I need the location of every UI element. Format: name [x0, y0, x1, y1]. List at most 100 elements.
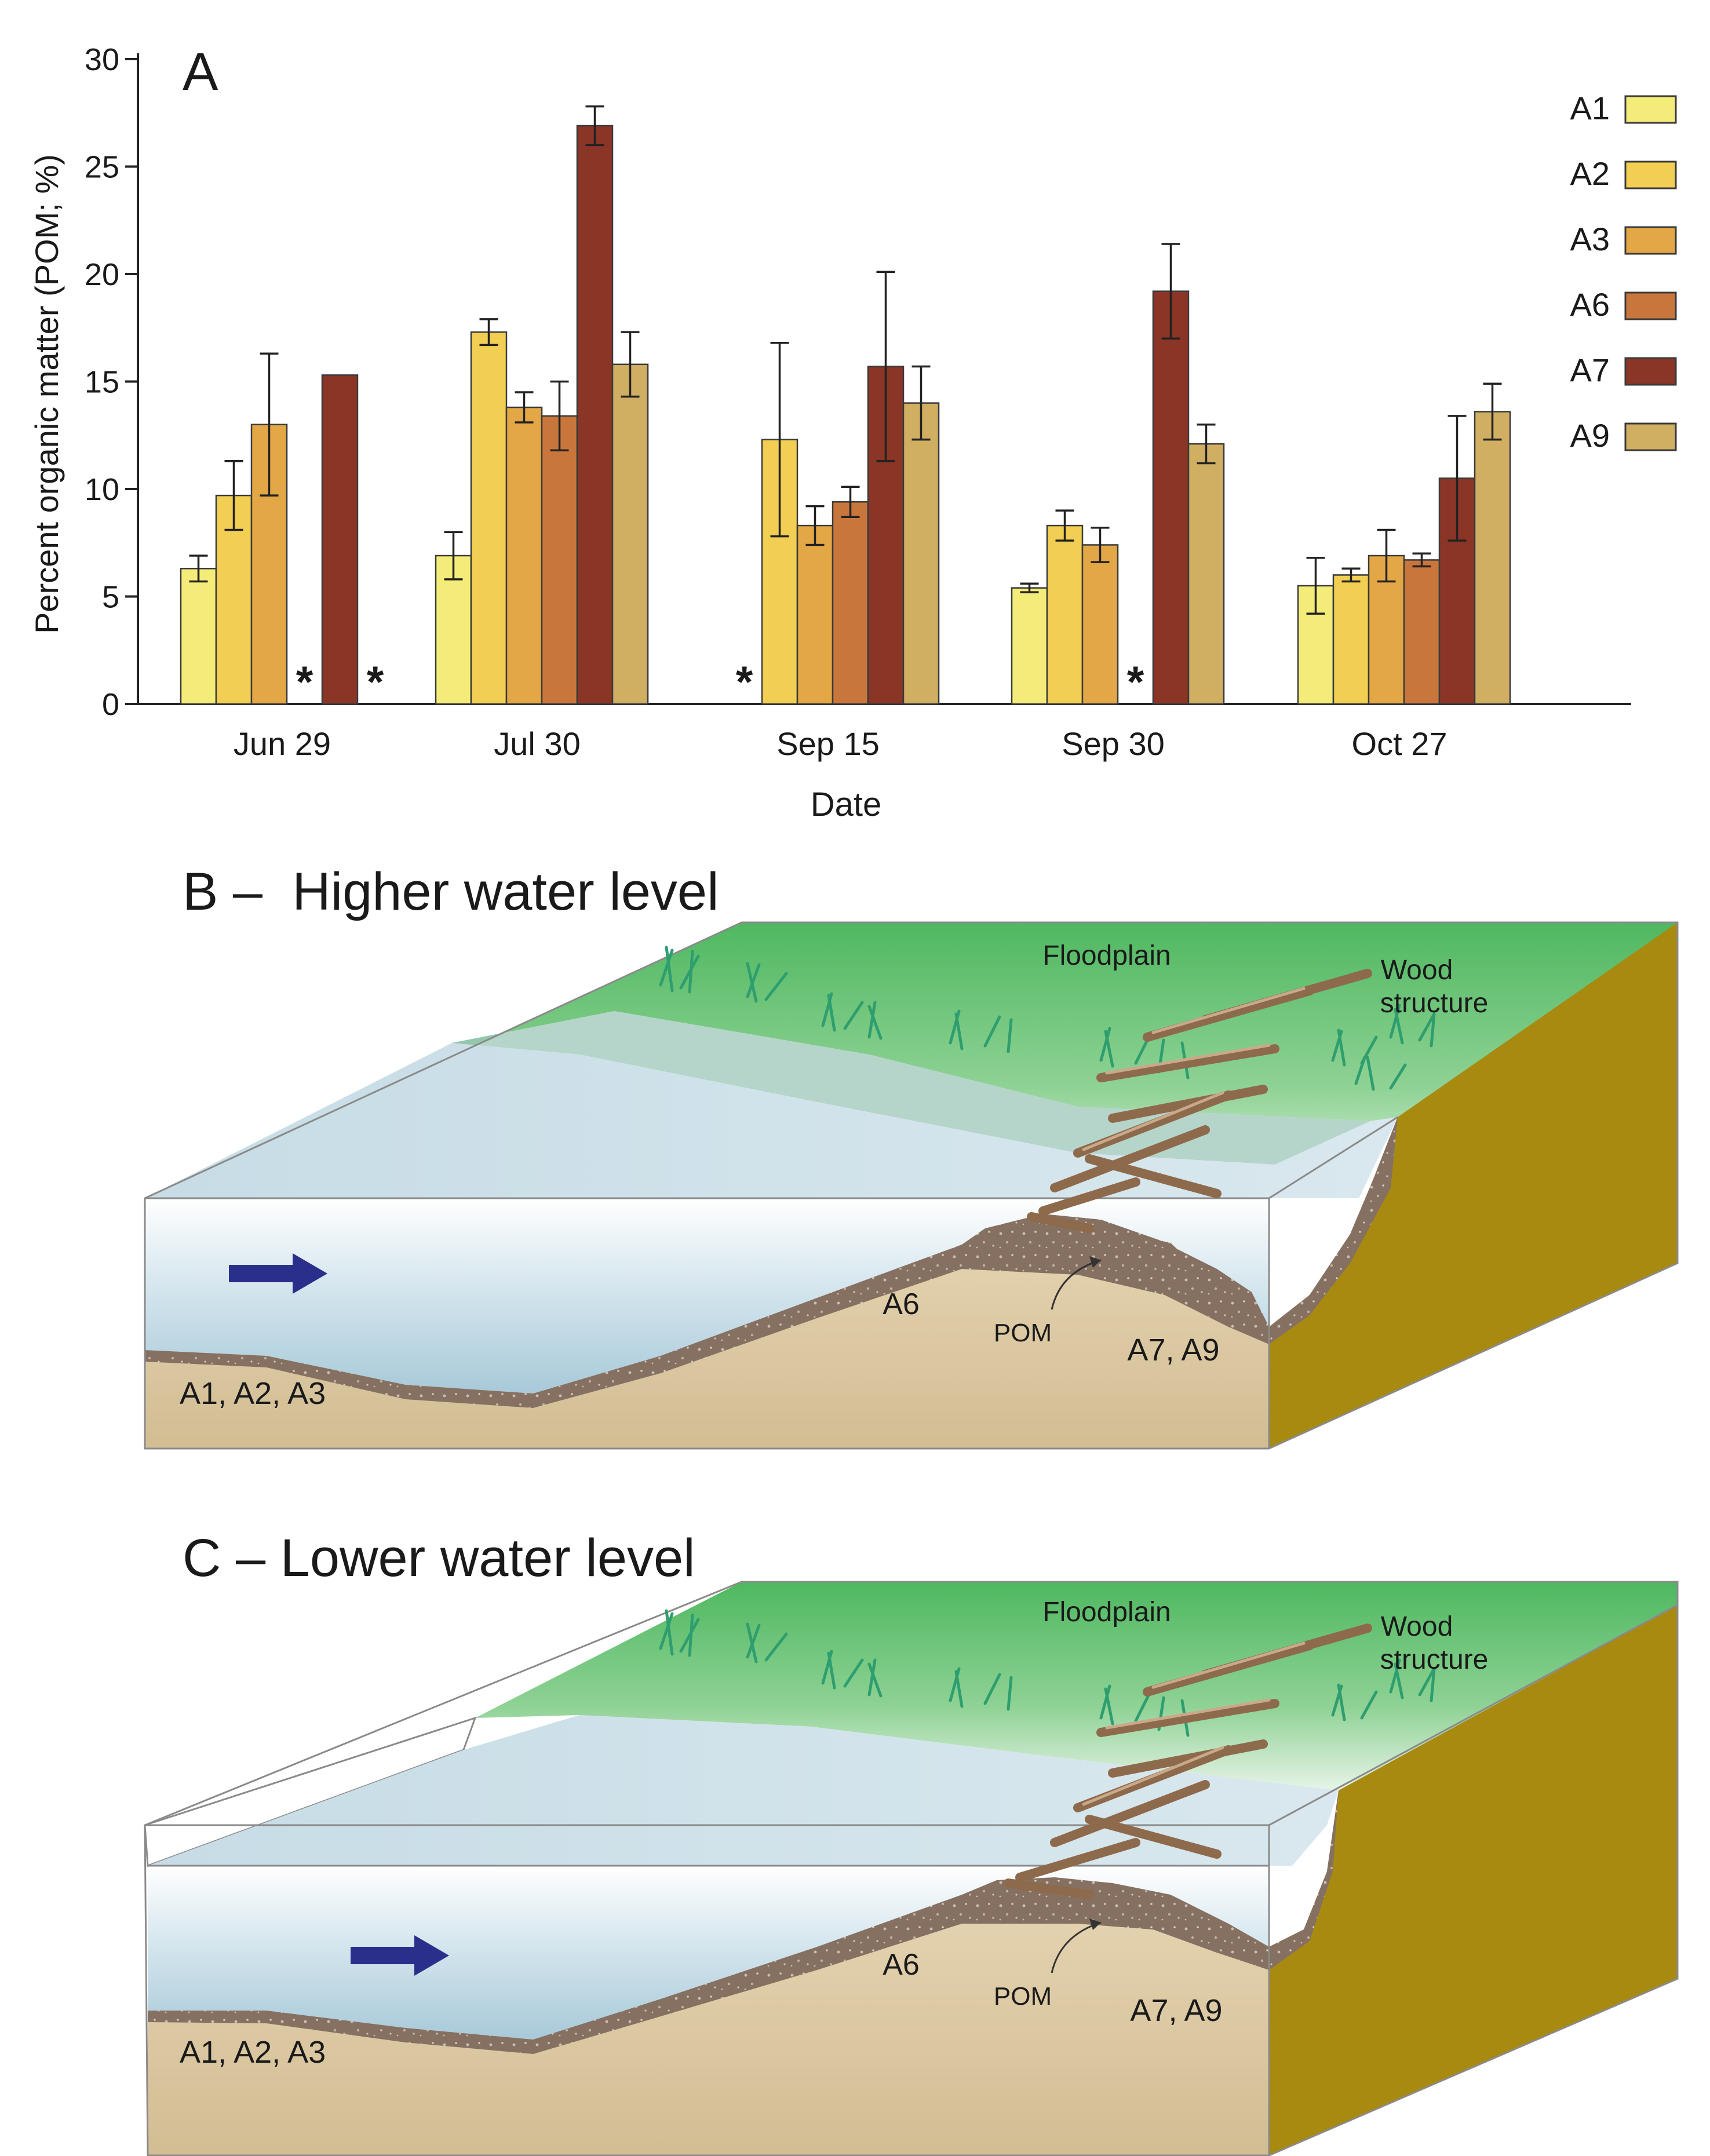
- y-tick-label: 15: [85, 365, 119, 400]
- x-tick-label: Sep 30: [1062, 725, 1165, 762]
- bar-a3: [505, 406, 543, 705]
- error-bar: [1483, 382, 1502, 441]
- bar-a1: [180, 568, 217, 705]
- error-bar: [911, 365, 931, 441]
- y-axis: 0 5 10 15 20 25 30: [85, 42, 139, 722]
- bar-a2: [470, 331, 508, 705]
- error-bar: [585, 105, 604, 147]
- y-tick-label: 5: [102, 580, 119, 615]
- water-surface: [148, 1715, 1339, 1866]
- error-bar: [1055, 509, 1074, 542]
- legend-label: A2: [1570, 155, 1610, 192]
- x-tick-label: Sep 15: [776, 725, 880, 762]
- bar-a7: [321, 374, 359, 705]
- bar-a3: [796, 524, 834, 705]
- x-tick-label: Oct 27: [1352, 725, 1448, 762]
- bar-a6: [832, 501, 869, 705]
- label-a1-a3: A1, A2, A3: [180, 1376, 326, 1411]
- chart-legend: A1 A2 A3 A6 A7 A9: [1570, 90, 1677, 454]
- error-bar: [224, 460, 243, 531]
- bar-a3: [1081, 544, 1119, 705]
- error-bar: [479, 318, 498, 346]
- bar-a9: [1474, 411, 1511, 705]
- wood-structure-highlights: [1082, 1641, 1306, 1806]
- x-axis: Jun 29 Jul 30 Sep 15 Sep 30 Oct 27: [138, 703, 1631, 762]
- bar-a9: [611, 363, 649, 705]
- label-wood-structure-1: Wood: [1381, 955, 1453, 986]
- error-bar: [1091, 527, 1110, 563]
- label-floodplain: Floodplain: [1042, 1597, 1171, 1628]
- legend-swatch-a6: [1624, 291, 1677, 320]
- y-axis-label: Percent organic matter (POM; %): [28, 154, 65, 634]
- bank-slope: [1269, 1117, 1398, 1344]
- error-bar: [621, 331, 640, 398]
- pom-mound: [962, 1877, 1269, 1953]
- panel-a-chart: A 0 5 10 15 20 25 30 Jun 29 Jul 30 Sep 15 Sep 30 O…: [28, 42, 1677, 823]
- error-bar: [876, 271, 895, 462]
- error-bar: [1161, 243, 1180, 340]
- label-wood-structure-2: structure: [1380, 988, 1489, 1019]
- bars: * * * *: [180, 105, 1511, 707]
- panel-b-diagram: B – Higher water level: [144, 862, 1679, 1450]
- error-bar: [805, 505, 825, 546]
- bar-a9: [1187, 443, 1225, 705]
- error-bar: [189, 554, 208, 583]
- bar-a2: [1046, 524, 1084, 705]
- bank-slope: [1269, 1790, 1339, 1970]
- flow-arrow: [351, 1935, 449, 1976]
- bar-a2: [1332, 574, 1370, 705]
- legend-label: A3: [1570, 221, 1610, 257]
- legend-swatch-a7: [1624, 357, 1677, 386]
- legend-label: A7: [1570, 352, 1610, 388]
- label-a7-a9: A7, A9: [1130, 1993, 1222, 2028]
- x-axis-label: Date: [811, 786, 882, 823]
- error-bar: [550, 380, 569, 451]
- error-bar: [1341, 567, 1361, 583]
- label-pom: POM: [994, 1982, 1052, 2011]
- label-pom: POM: [994, 1319, 1052, 1347]
- grass-tufts: [659, 1609, 1436, 1737]
- bar-a6: [541, 415, 578, 705]
- floodplain-surface: [475, 1582, 1678, 1790]
- error-bar: [770, 341, 789, 538]
- water-section: [145, 1198, 1269, 1393]
- label-a7-a9: A7, A9: [1127, 1333, 1219, 1367]
- water-section: [148, 1866, 1269, 2040]
- panel-c-diagram: C – Lower water level: [144, 1528, 1679, 2156]
- legend-swatch-a3: [1624, 226, 1677, 255]
- wood-structure-highlights: [1082, 987, 1306, 1151]
- pom-mound: [962, 1214, 1269, 1327]
- block-outline: [144, 1581, 1679, 2156]
- error-bar: [1306, 556, 1325, 615]
- error-bar: [1448, 415, 1467, 542]
- label-a1-a3: A1, A2, A3: [180, 2035, 326, 2070]
- y-tick-label: 25: [85, 150, 119, 185]
- error-bar: [515, 391, 534, 424]
- missing-sample-marker: *: [296, 658, 313, 707]
- error-bar: [841, 486, 860, 518]
- label-wood-structure-2: structure: [1380, 1644, 1489, 1675]
- label-wood-structure-1: Wood: [1381, 1611, 1453, 1642]
- bar-a7: [576, 125, 614, 705]
- legend-swatch-a9: [1624, 422, 1677, 451]
- flow-arrow: [229, 1253, 327, 1294]
- label-a6: A6: [883, 1948, 920, 1982]
- y-tick-label: 30: [85, 42, 119, 77]
- block-outline: [144, 921, 1679, 1450]
- error-bar: [1377, 528, 1396, 583]
- missing-sample-marker: *: [367, 658, 384, 707]
- wood-structure: [1004, 1624, 1372, 1899]
- legend-swatch-a2: [1624, 160, 1677, 189]
- pom-pointer-arrowhead: [1089, 1256, 1101, 1268]
- sand-bed: [148, 1889, 1269, 2155]
- bar-a9: [902, 402, 940, 705]
- bar-a1: [1011, 587, 1048, 705]
- water-surface: [145, 1043, 1398, 1198]
- error-bar: [444, 531, 463, 581]
- panel-c-title: C – Lower water level: [183, 1528, 695, 1588]
- wood-structure: [1027, 969, 1372, 1233]
- y-tick-label: 10: [85, 472, 119, 507]
- legend-label: A9: [1570, 417, 1610, 454]
- bank-side-face: [1269, 922, 1678, 1449]
